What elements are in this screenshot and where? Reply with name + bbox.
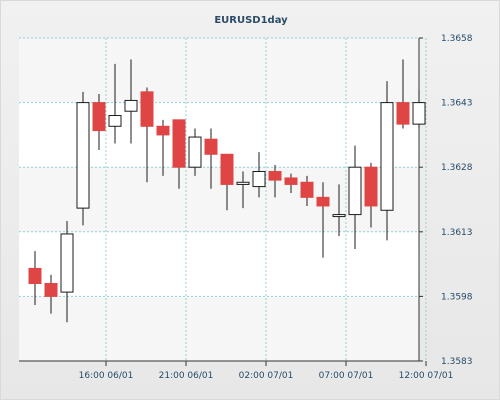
candle-body-bearish (220, 153, 234, 185)
candle (396, 59, 410, 129)
candle-body-bearish (396, 102, 410, 125)
candle-body-bullish (236, 181, 250, 185)
candle-body-bearish (204, 138, 218, 155)
y-tick-label: 1.3658 (441, 34, 473, 44)
candle-body-bearish (284, 177, 298, 185)
candle (156, 119, 170, 176)
candle (380, 81, 394, 241)
plot-background (19, 38, 419, 361)
y-axis-labels: 1.3658 1.3643 1.3628 1.3613 1.3598 1.3583 (441, 34, 473, 367)
candle (220, 153, 234, 211)
candle-body-bearish (268, 171, 282, 181)
candle-body-bullish (252, 171, 266, 188)
candle (28, 251, 42, 306)
chart-title: EURUSD1day (214, 15, 288, 26)
y-tick-label: 1.3613 (441, 228, 473, 238)
candle-body-bullish (188, 136, 202, 168)
candles (28, 59, 426, 323)
candle (124, 59, 138, 144)
y-tick-label: 1.3628 (441, 163, 473, 173)
x-tick-label: 07:00 07/01 (319, 371, 374, 381)
candle (108, 63, 122, 144)
plot-band (19, 231, 419, 297)
candle-body-bullish (76, 102, 90, 209)
candle (332, 184, 346, 237)
x-axis-labels: 16:00 06/01 21:00 06/01 02:00 07/01 07:00 0… (79, 371, 454, 381)
candle (364, 162, 378, 228)
candle-body-bullish (60, 233, 74, 293)
y-tick-label: 1.3598 (441, 292, 473, 302)
candle-body-bearish (92, 102, 106, 132)
y-tick-label: 1.3583 (441, 357, 473, 367)
candle-body-bearish (364, 166, 378, 207)
grid-lines (19, 37, 427, 362)
candle (44, 274, 58, 314)
candle-body-bearish (156, 125, 170, 136)
candle-body-bearish (44, 282, 58, 297)
candle-body-bearish (300, 181, 314, 198)
plot-band (19, 38, 419, 103)
candle (300, 175, 314, 206)
plot-band (19, 296, 419, 361)
candle (348, 145, 362, 250)
candle (252, 152, 266, 198)
candle (204, 128, 218, 189)
candle-body-bearish (316, 196, 330, 207)
candle (268, 165, 282, 198)
candle (316, 182, 330, 258)
candle (140, 87, 154, 183)
candle-body-bullish (412, 102, 426, 125)
candle-body-bullish (332, 214, 346, 218)
x-tick-label: 02:00 07/01 (239, 371, 294, 381)
x-tick-label: 16:00 06/01 (79, 371, 134, 381)
candle-body-bearish (172, 119, 186, 168)
y-tick-label: 1.3643 (441, 99, 473, 109)
candle (172, 119, 186, 189)
candle (92, 93, 106, 150)
candle (284, 173, 298, 194)
candle (412, 89, 426, 129)
x-tick-label: 12:00 07/01 (399, 371, 454, 381)
candle (60, 221, 74, 323)
candle-body-bearish (28, 267, 42, 284)
candle-body-bullish (380, 102, 394, 211)
candle-body-bearish (140, 91, 154, 127)
candle-body-bullish (124, 99, 138, 112)
candle (76, 91, 90, 226)
candle (188, 128, 202, 176)
x-tick-label: 21:00 06/01 (159, 371, 214, 381)
candle (236, 171, 250, 209)
candle-body-bullish (348, 166, 362, 216)
candle-body-bullish (108, 115, 122, 127)
